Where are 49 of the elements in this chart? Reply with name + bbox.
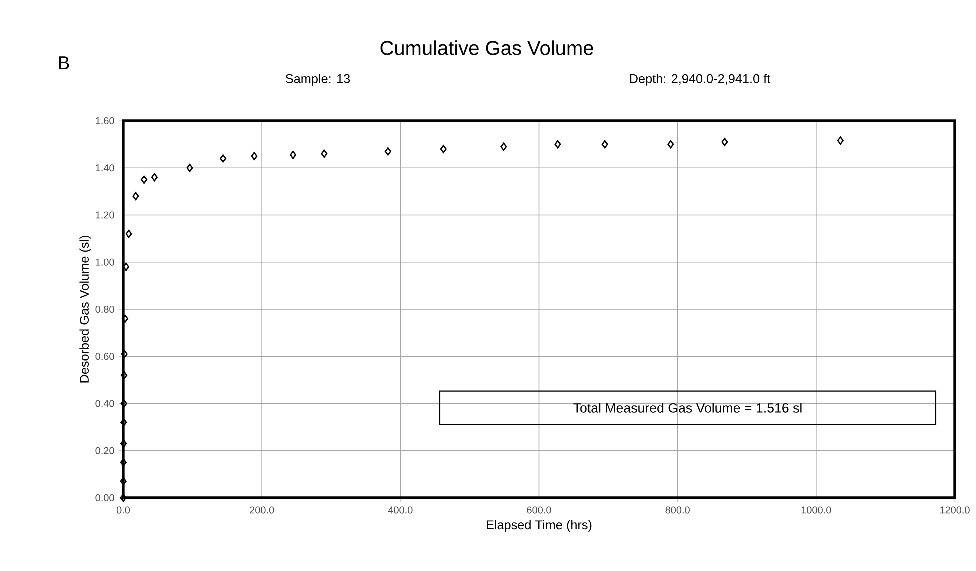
point bbox=[121, 371, 128, 380]
point bbox=[120, 494, 127, 502]
x-tick-label: 400.0 bbox=[388, 506, 413, 514]
point bbox=[120, 418, 128, 427]
point bbox=[186, 164, 194, 172]
y-tick-label: 0.60 bbox=[96, 353, 114, 360]
point bbox=[120, 440, 128, 448]
x-axis-title: Elapsed Time (hrs) bbox=[487, 520, 592, 532]
x-tick-label: 1000.0 bbox=[802, 506, 832, 514]
point bbox=[141, 176, 148, 184]
point bbox=[120, 400, 128, 408]
x-tick-label: 0.0 bbox=[116, 506, 130, 514]
x-tick-label: 600.0 bbox=[527, 506, 552, 514]
point bbox=[668, 140, 674, 149]
point bbox=[120, 458, 127, 467]
point bbox=[251, 152, 258, 160]
point bbox=[220, 154, 227, 163]
point bbox=[120, 477, 127, 486]
point bbox=[500, 142, 508, 152]
point bbox=[554, 140, 562, 149]
point bbox=[722, 138, 728, 146]
point bbox=[384, 147, 392, 156]
chart-subtitle: Sample: 13 bbox=[286, 74, 350, 86]
point bbox=[121, 350, 128, 358]
x-tick-label: 1200.0 bbox=[940, 506, 970, 514]
x-tick-label: 200.0 bbox=[250, 506, 274, 514]
y-tick-label: 0.00 bbox=[96, 494, 114, 502]
y-tick-label: 0.40 bbox=[96, 400, 114, 408]
y-tick-label: 0.80 bbox=[96, 306, 114, 314]
x-tick-label: 800.0 bbox=[666, 506, 690, 514]
text: Depth: 2,940.0-2,941.0 ft bbox=[630, 74, 771, 86]
y-tick-label: 1.40 bbox=[96, 164, 114, 172]
point bbox=[837, 136, 844, 145]
y-axis-title: Desorbed Gas Volume (sl) bbox=[80, 236, 92, 383]
y-tick-label: 1.00 bbox=[96, 258, 114, 266]
y-tick-label: 1.60 bbox=[96, 117, 114, 125]
point bbox=[151, 173, 158, 182]
y-tick-label: 1.20 bbox=[96, 212, 114, 219]
point bbox=[290, 151, 297, 160]
point bbox=[126, 230, 132, 238]
text: B bbox=[59, 56, 70, 70]
point bbox=[602, 140, 608, 149]
point bbox=[122, 314, 129, 324]
point bbox=[321, 150, 328, 158]
point bbox=[132, 192, 140, 201]
point bbox=[440, 145, 447, 154]
annotation: Total Measured Gas Volume = 1.516 sl bbox=[574, 403, 802, 413]
y-tick-label: 0.20 bbox=[96, 447, 114, 454]
chart-title: Cumulative Gas Volume bbox=[380, 40, 594, 56]
